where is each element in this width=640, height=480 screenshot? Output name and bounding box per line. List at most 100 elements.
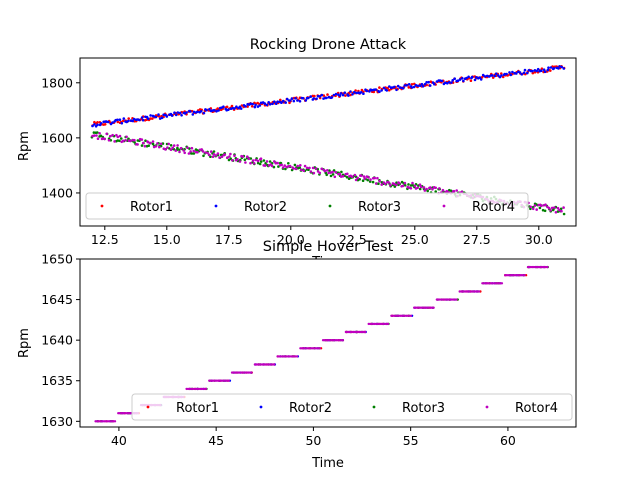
data-point — [316, 170, 320, 173]
data-point — [562, 212, 566, 216]
data-point — [351, 93, 354, 96]
data-point — [246, 155, 249, 158]
data-point — [141, 141, 145, 145]
data-point — [179, 146, 183, 150]
data-point — [341, 93, 345, 97]
data-point — [547, 206, 551, 210]
data-point — [191, 113, 195, 116]
data-point — [374, 182, 378, 185]
data-point — [505, 72, 508, 76]
data-point — [284, 101, 288, 104]
data-point — [308, 166, 311, 170]
data-point — [196, 110, 199, 114]
data-point — [455, 189, 459, 192]
data-point — [540, 67, 544, 70]
data-point — [330, 96, 334, 99]
data-point — [409, 314, 413, 317]
data-point — [217, 109, 220, 112]
data-point — [355, 91, 358, 95]
data-point — [339, 92, 343, 95]
data-point — [165, 115, 169, 118]
data-point — [490, 74, 494, 77]
data-point — [121, 119, 125, 123]
data-point — [151, 140, 155, 143]
legend-label: Rotor4 — [515, 401, 558, 416]
data-point — [256, 159, 260, 163]
data-point — [318, 347, 321, 350]
data-point — [111, 121, 114, 124]
data-point — [346, 172, 349, 176]
data-point — [434, 186, 438, 190]
data-point — [349, 93, 352, 97]
data-point — [178, 111, 182, 115]
data-point — [425, 187, 428, 191]
data-point — [103, 137, 106, 141]
data-point — [374, 88, 378, 91]
data-point — [520, 73, 523, 76]
data-point — [263, 102, 267, 105]
x-tick-label: 17.5 — [215, 232, 243, 247]
data-point — [529, 207, 532, 211]
data-point — [419, 185, 423, 189]
data-point — [116, 118, 119, 122]
data-point — [251, 102, 254, 106]
data-point — [283, 164, 287, 167]
data-point — [121, 139, 125, 143]
data-point — [230, 104, 234, 108]
data-point — [341, 339, 344, 342]
data-point — [365, 89, 369, 93]
data-point — [369, 178, 372, 181]
data-point — [360, 174, 363, 177]
data-point — [380, 89, 383, 92]
data-point — [315, 97, 318, 101]
data-point — [258, 104, 262, 107]
data-point — [294, 97, 297, 100]
data-point — [256, 161, 260, 165]
data-point — [281, 99, 285, 103]
data-point — [96, 123, 99, 127]
data-point — [407, 183, 410, 186]
data-point — [122, 117, 126, 120]
data-point — [456, 79, 460, 82]
data-point — [91, 124, 94, 128]
data-point — [497, 74, 500, 77]
data-point — [465, 76, 468, 80]
data-point — [149, 114, 152, 117]
data-point — [557, 67, 560, 70]
data-point — [515, 72, 518, 75]
data-point — [546, 265, 549, 269]
data-point — [296, 164, 300, 168]
data-point — [147, 144, 150, 147]
data-point — [268, 160, 272, 163]
data-point — [116, 120, 120, 124]
x-tick-label: 22.5 — [339, 232, 367, 247]
data-point — [125, 135, 128, 139]
data-point — [500, 282, 504, 285]
data-point — [403, 84, 407, 87]
data-point — [277, 165, 280, 168]
data-point — [362, 92, 365, 95]
data-point — [227, 379, 230, 382]
data-point — [276, 161, 280, 165]
data-point — [462, 79, 465, 83]
data-point — [483, 75, 487, 78]
y-tick-label: 1650 — [41, 252, 73, 267]
data-point — [174, 149, 177, 152]
data-point — [511, 70, 514, 74]
data-point — [438, 79, 442, 82]
data-point — [556, 206, 560, 210]
data-point — [262, 159, 266, 162]
data-point — [299, 168, 303, 171]
data-point — [140, 144, 144, 147]
data-point — [169, 144, 173, 147]
data-point — [477, 290, 481, 293]
data-point — [540, 69, 543, 72]
data-point — [199, 110, 203, 113]
data-point — [361, 179, 365, 182]
data-point — [244, 161, 247, 164]
data-point — [204, 387, 208, 391]
data-point — [473, 78, 477, 82]
data-point — [326, 169, 329, 172]
data-point — [531, 71, 535, 75]
